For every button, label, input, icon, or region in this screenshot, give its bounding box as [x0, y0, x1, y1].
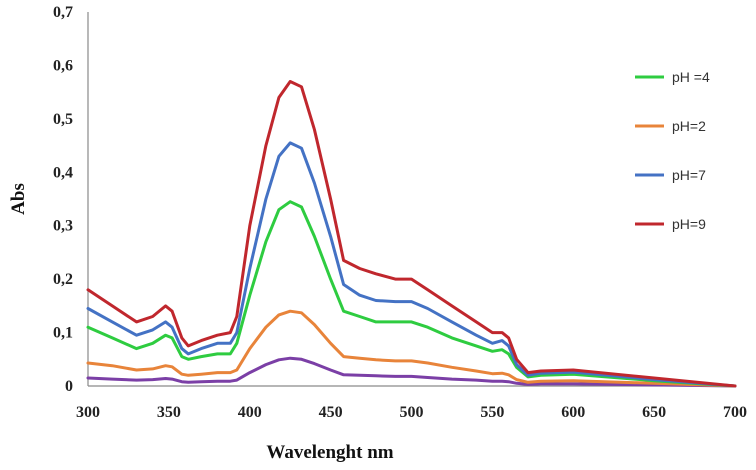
x-axis-title: Wavelenght nm: [266, 442, 393, 463]
x-tick-label: 650: [642, 404, 666, 421]
x-tick-label: 400: [238, 404, 262, 421]
y-tick-label: 0: [65, 378, 73, 395]
x-tick-label: 450: [319, 404, 343, 421]
x-tick-label: 300: [76, 404, 100, 421]
x-tick-label: 500: [400, 404, 424, 421]
x-tick-label: 350: [157, 404, 181, 421]
y-tick-label: 0,3: [53, 218, 73, 235]
x-tick-label: 700: [723, 404, 747, 421]
legend: pH =4 pH=2 pH=7 pH=9: [635, 69, 710, 232]
legend-label: pH =4: [672, 69, 710, 85]
y-tick-label: 0,5: [53, 111, 73, 128]
series-layer: [86, 80, 737, 388]
x-tick-label: 550: [480, 404, 504, 421]
series-line-0: [86, 80, 737, 388]
x-tick-label: 600: [561, 404, 585, 421]
y-tick-label: 0,4: [53, 164, 73, 181]
series-line-2: [86, 200, 737, 388]
legend-label: pH=9: [672, 216, 706, 232]
y-tick-label: 0,2: [53, 271, 73, 288]
series-line-1: [86, 141, 737, 388]
y-axis-title: Abs: [8, 183, 29, 215]
y-tick-label: 0,6: [53, 57, 73, 74]
y-tick-labels: 0 0,1 0,2 0,3 0,4 0,5 0,6 0,7: [53, 4, 73, 395]
y-tick-label: 0,1: [53, 325, 73, 342]
legend-label: pH=7: [672, 167, 706, 183]
x-tick-labels: 300 350 400 450 500 550 600 650 700: [76, 404, 747, 421]
series-line-4: [86, 356, 737, 388]
y-tick-label: 0,7: [53, 4, 73, 21]
legend-label: pH=2: [672, 118, 706, 134]
series-line-3: [86, 309, 737, 388]
